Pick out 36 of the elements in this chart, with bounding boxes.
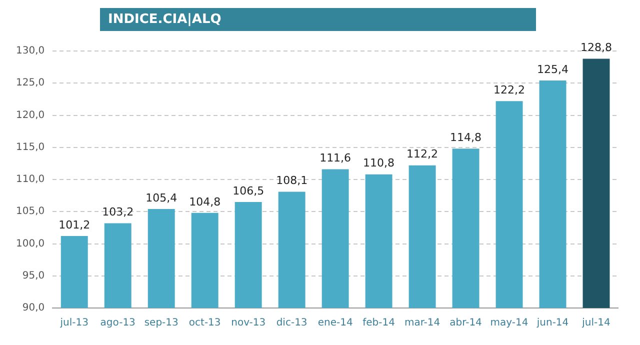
x-tick-label: nov-13 — [231, 318, 266, 329]
x-tick-label: sep-13 — [144, 318, 178, 329]
x-tick-label: ago-13 — [100, 318, 136, 329]
data-label: 101,2 — [58, 218, 90, 232]
x-tick-label: dic-13 — [276, 318, 308, 329]
x-tick-label: feb-14 — [362, 318, 395, 329]
x-tick-label: jun-14 — [536, 318, 569, 329]
chart-title: INDICE.CIA|ALQ — [100, 8, 536, 31]
data-label: 111,6 — [320, 152, 352, 165]
data-label: 110,8 — [363, 156, 395, 170]
data-label: 105,4 — [146, 191, 178, 204]
y-tick-label: 90,0 — [22, 302, 45, 314]
data-label: 106,5 — [232, 184, 264, 198]
y-tick-label: 120,0 — [16, 110, 45, 121]
data-label: 114,8 — [450, 131, 482, 144]
x-tick-label: jul-14 — [581, 318, 610, 329]
y-tick-label: 105,0 — [16, 206, 45, 218]
x-tick-label: abr-14 — [450, 318, 482, 329]
y-tick-label: 95,0 — [22, 270, 45, 282]
x-tick-label: jul-13 — [59, 318, 88, 329]
data-label: 112,2 — [406, 148, 438, 161]
data-label: 103,2 — [102, 206, 134, 219]
x-tick-label: mar-14 — [404, 318, 440, 329]
y-tick-label: 100,0 — [16, 238, 45, 250]
x-tick-label: oct-13 — [188, 318, 221, 329]
data-label: 128,8 — [580, 41, 612, 54]
y-tick-label: 115,0 — [16, 142, 45, 153]
y-tick-label: 130,0 — [16, 46, 45, 57]
x-tick-label: ene-14 — [318, 318, 353, 329]
data-label: 104,8 — [189, 195, 221, 208]
y-tick-label: 125,0 — [16, 78, 45, 89]
y-tick-label: 110,0 — [16, 174, 45, 186]
data-label: 125,4 — [537, 62, 569, 76]
x-tick-label: may-14 — [490, 318, 528, 329]
data-label: 108,1 — [276, 174, 308, 188]
data-label: 122,2 — [494, 83, 526, 96]
